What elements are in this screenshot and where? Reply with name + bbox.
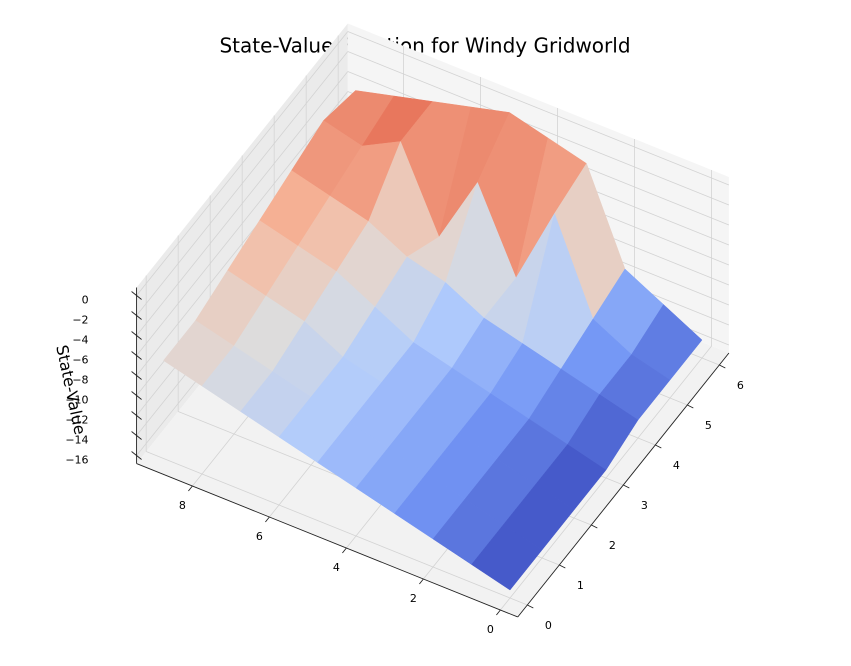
y-tick-label: 5 bbox=[705, 419, 712, 432]
x-axis-line bbox=[136, 463, 518, 618]
z-tick-label: −12 bbox=[65, 414, 88, 427]
z-tick-label: −10 bbox=[65, 394, 88, 407]
y-tick-label: 3 bbox=[641, 499, 648, 512]
z-tick-label: −2 bbox=[72, 314, 88, 327]
tick-mark bbox=[719, 364, 726, 369]
grid-line bbox=[136, 51, 349, 316]
grid-line bbox=[136, 91, 349, 356]
tick-mark bbox=[559, 564, 566, 569]
z-tick-label: 0 bbox=[82, 294, 89, 307]
y-axis-line bbox=[517, 352, 730, 618]
grid-line bbox=[136, 31, 349, 296]
z-tick-label: −16 bbox=[65, 454, 88, 467]
y-tick-label: 1 bbox=[577, 579, 584, 592]
x-tick-label: 6 bbox=[256, 530, 263, 543]
grid-line bbox=[146, 451, 528, 606]
y-tick-label: 2 bbox=[609, 539, 616, 552]
tick-mark bbox=[527, 604, 534, 609]
z-tick-label: −8 bbox=[72, 374, 88, 387]
z-tick-label: −14 bbox=[65, 434, 88, 447]
z-tick-label: −4 bbox=[72, 334, 88, 347]
tick-mark bbox=[265, 516, 270, 523]
tick-mark bbox=[496, 609, 501, 616]
tick-mark bbox=[655, 444, 662, 449]
tick-mark bbox=[591, 524, 598, 529]
y-tick-label: 0 bbox=[545, 619, 552, 632]
grid-line bbox=[347, 31, 730, 186]
grid-line bbox=[136, 71, 349, 336]
x-tick-label: 0 bbox=[487, 623, 494, 636]
tick-mark bbox=[623, 484, 630, 489]
grid-line bbox=[347, 51, 730, 206]
y-tick-label: 4 bbox=[673, 459, 680, 472]
z-tick-label: −6 bbox=[72, 354, 88, 367]
x-tick-label: 2 bbox=[410, 592, 417, 605]
tick-mark bbox=[188, 485, 193, 492]
x-tick-label: 8 bbox=[179, 499, 186, 512]
tick-mark bbox=[419, 578, 424, 585]
surface-patch bbox=[471, 524, 543, 591]
x-tick-label: 4 bbox=[333, 561, 340, 574]
y-tick-label: 6 bbox=[737, 379, 744, 392]
chart-title: State-Value Function for Windy Gridworld bbox=[219, 34, 630, 58]
tick-mark bbox=[687, 404, 694, 409]
tick-mark bbox=[342, 547, 347, 554]
